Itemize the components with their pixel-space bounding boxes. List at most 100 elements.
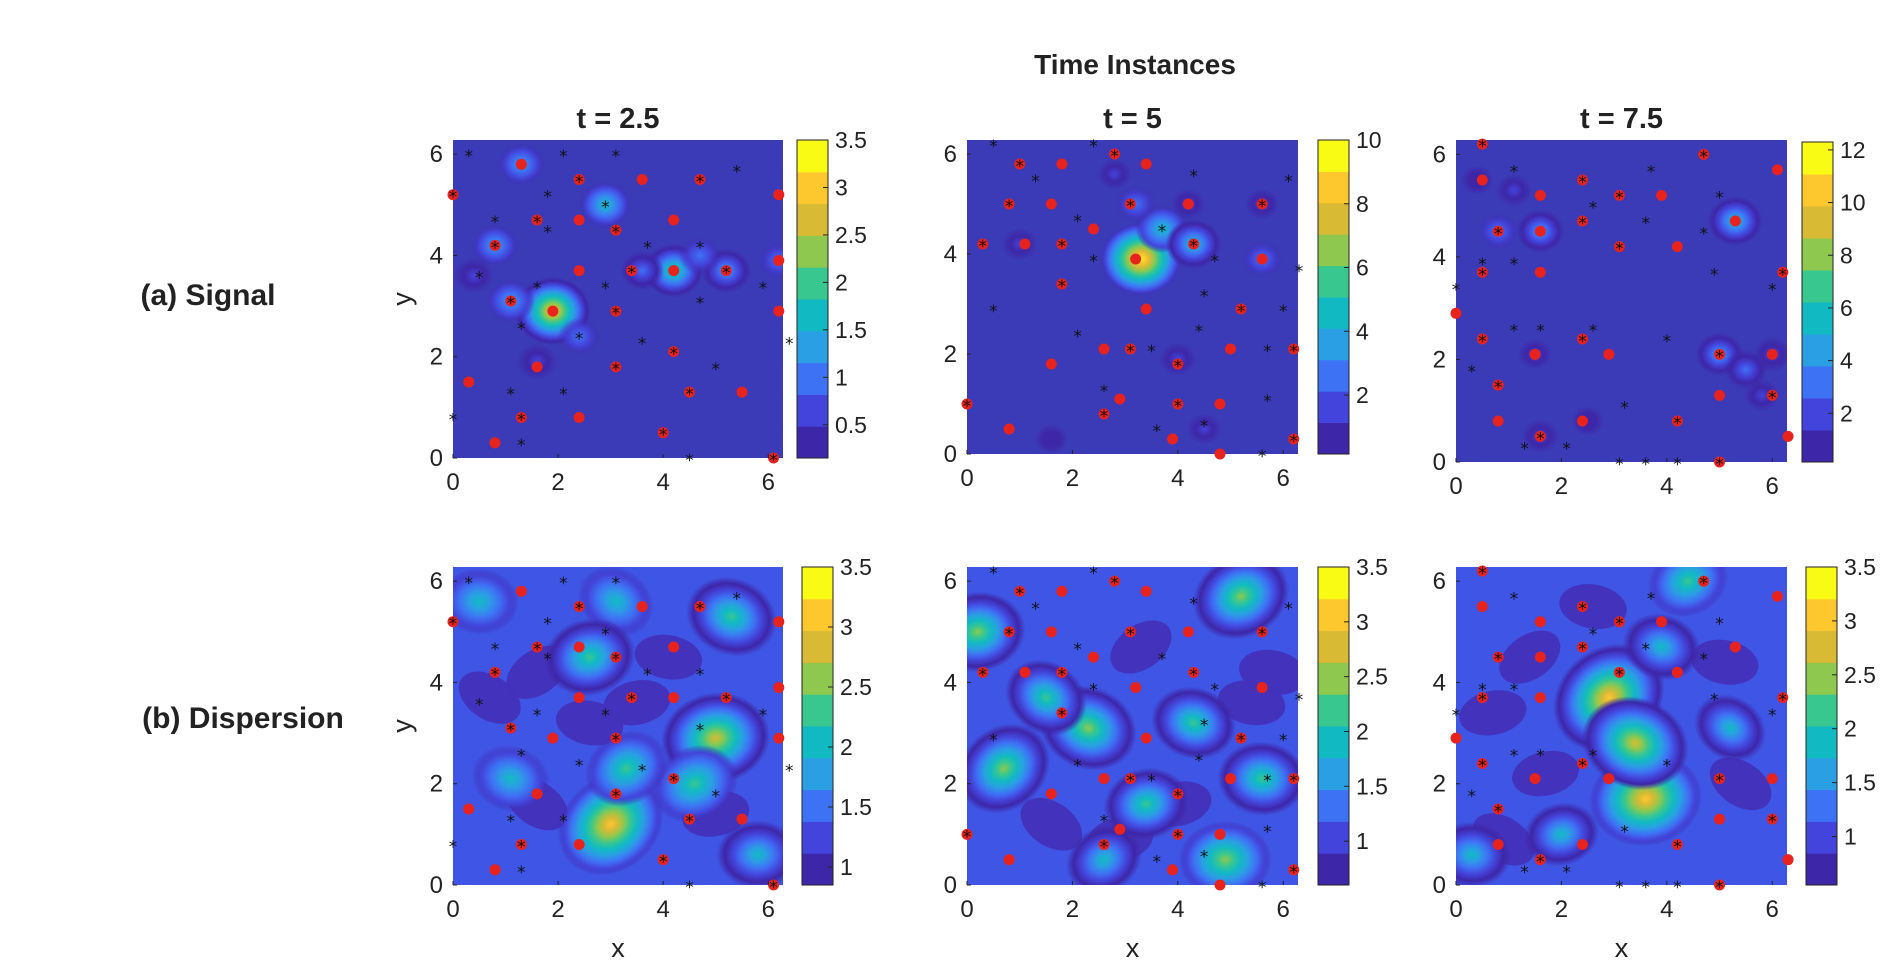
red-marker xyxy=(626,265,638,277)
red-marker xyxy=(1714,813,1726,825)
star-marker: * xyxy=(1715,455,1724,475)
star-marker: * xyxy=(1615,878,1624,898)
y-tick-label: 2 xyxy=(430,344,443,371)
panel-title: t = 2.5 xyxy=(576,103,659,135)
colorbar-segment xyxy=(1802,366,1833,399)
red-marker xyxy=(1766,813,1778,825)
y-tick-label: 6 xyxy=(1433,141,1446,168)
star-marker: * xyxy=(1699,224,1708,244)
x-tick-label: 2 xyxy=(1555,473,1568,500)
colorbar-segment xyxy=(797,426,828,459)
star-marker: * xyxy=(1290,772,1299,792)
star-marker: * xyxy=(696,721,705,741)
star-marker: * xyxy=(1031,172,1040,192)
panel-3: ********** ******************* * **** ** * **0… xyxy=(1433,103,1866,500)
red-marker xyxy=(1056,278,1068,290)
red-marker xyxy=(1613,189,1625,201)
star-marker: * xyxy=(1615,455,1624,475)
colorbar-tick-label: 2.5 xyxy=(835,222,867,248)
red-marker xyxy=(1087,651,1099,663)
red-marker xyxy=(1114,823,1126,835)
colorbar-segment xyxy=(1802,142,1833,175)
star-marker: * xyxy=(1589,625,1598,645)
colorbar-segment xyxy=(1806,853,1837,886)
colorbar-segment xyxy=(797,362,828,395)
red-marker xyxy=(1766,348,1778,360)
star-marker: * xyxy=(1578,173,1587,193)
star-marker: * xyxy=(449,837,458,857)
star-marker: * xyxy=(1189,237,1198,257)
red-marker xyxy=(1056,238,1068,250)
star-marker: * xyxy=(1615,665,1624,685)
contour-hotspot xyxy=(1217,741,1298,816)
red-marker xyxy=(1492,838,1504,850)
red-marker xyxy=(1576,838,1588,850)
colorbar-segment xyxy=(802,757,833,791)
red-marker xyxy=(1603,773,1615,785)
x-axis-label: x xyxy=(1126,933,1140,963)
contour-hotspot xyxy=(686,576,777,657)
star-marker: * xyxy=(1100,837,1109,857)
red-marker xyxy=(1450,732,1462,744)
colorbar-segment xyxy=(802,694,833,727)
red-marker xyxy=(1576,600,1588,612)
star-marker: * xyxy=(1589,746,1598,766)
low-region xyxy=(1020,797,1083,851)
colorbar-tick-label: 12 xyxy=(1840,137,1866,163)
contour-hotspot xyxy=(579,181,632,229)
red-marker xyxy=(1476,138,1488,150)
x-tick-label: 4 xyxy=(657,896,670,923)
contour-hotspot xyxy=(1622,613,1701,681)
star-marker: * xyxy=(1200,417,1209,437)
star-marker: * xyxy=(1195,322,1204,342)
colorbar-segment xyxy=(1806,821,1837,854)
red-marker xyxy=(1256,682,1268,694)
red-marker xyxy=(1167,433,1179,445)
star-marker: * xyxy=(659,853,668,873)
low-region xyxy=(555,700,624,746)
colorbar-segment xyxy=(802,662,833,695)
y-tick-label: 2 xyxy=(430,771,443,798)
red-marker xyxy=(547,732,559,744)
star-marker: * xyxy=(449,188,458,208)
red-marker xyxy=(573,692,585,704)
markers: *************************************** xyxy=(961,137,1303,467)
y-tick-label: 0 xyxy=(1433,449,1446,476)
red-marker xyxy=(1777,266,1789,278)
colorbar-tick-label: 3 xyxy=(1844,608,1857,634)
panel-6: ********** ******************* * **** ** * **0… xyxy=(1433,554,1876,963)
low-region xyxy=(1559,584,1627,629)
colorbar-tick-label: 1 xyxy=(840,854,853,880)
red-marker xyxy=(1529,348,1541,360)
star-marker: * xyxy=(1100,382,1109,402)
red-marker xyxy=(463,803,475,815)
star-marker: * xyxy=(1200,848,1209,868)
contour-hotspot xyxy=(453,257,495,295)
colorbar-segment xyxy=(1318,694,1349,727)
red-marker xyxy=(1534,266,1546,278)
colorbar-segment xyxy=(802,598,833,632)
red-marker xyxy=(515,838,527,850)
star-marker: * xyxy=(1295,691,1304,711)
red-marker xyxy=(736,386,748,398)
red-marker xyxy=(668,265,680,277)
star-marker: * xyxy=(1589,322,1598,342)
star-marker: * xyxy=(1100,407,1109,427)
colorbar-segment xyxy=(797,394,828,427)
contour-hotspot xyxy=(453,568,519,635)
red-marker xyxy=(573,411,585,423)
star-marker: * xyxy=(507,294,516,314)
star-marker: * xyxy=(491,238,500,258)
colorbar-segment xyxy=(1318,391,1349,424)
red-marker xyxy=(1288,433,1300,445)
star-marker: * xyxy=(1158,222,1167,242)
colorbar-segment xyxy=(797,203,828,236)
star-marker: * xyxy=(696,172,705,192)
colorbar-tick-label: 3.5 xyxy=(835,127,867,153)
star-marker: * xyxy=(1478,137,1487,157)
star-marker: * xyxy=(785,335,794,355)
star-marker: * xyxy=(1494,802,1503,822)
star-marker: * xyxy=(601,706,610,726)
star-marker: * xyxy=(533,213,542,233)
x-tick-label: 0 xyxy=(1449,896,1462,923)
